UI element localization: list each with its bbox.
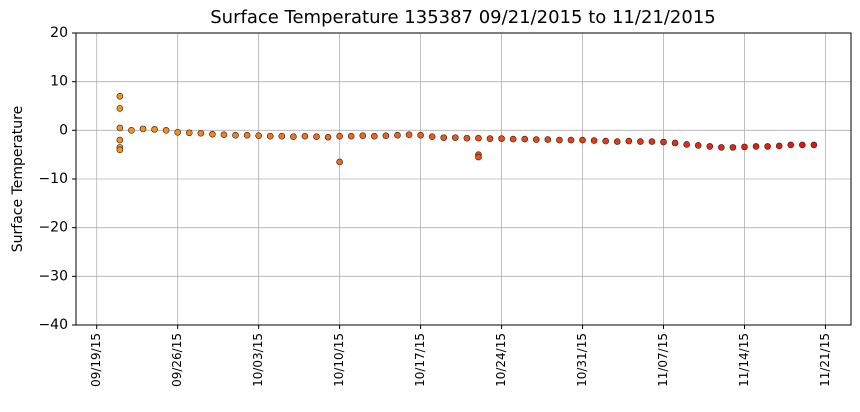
data-point	[336, 132, 343, 140]
data-point	[556, 136, 563, 144]
data-point	[116, 146, 124, 154]
data-point	[521, 135, 529, 143]
data-point	[197, 129, 205, 137]
data-point	[625, 137, 633, 145]
data-point	[162, 127, 170, 134]
data-point	[671, 139, 679, 147]
data-point	[266, 132, 274, 140]
x-tick-label: 11/07/15	[656, 333, 670, 387]
data-point	[371, 132, 378, 140]
data-point	[243, 131, 251, 139]
x-tick-label: 10/31/15	[575, 333, 589, 387]
data-point	[139, 125, 147, 133]
data-point	[706, 143, 714, 150]
x-tick-label: 09/26/15	[170, 333, 184, 387]
data-point	[579, 136, 586, 144]
data-point	[648, 138, 656, 145]
data-point	[116, 124, 124, 132]
data-point	[116, 92, 124, 100]
x-tick-label: 10/17/15	[413, 333, 427, 387]
data-point	[810, 141, 818, 149]
data-point	[324, 133, 332, 141]
data-point	[394, 131, 401, 139]
x-tick-label: 11/21/15	[818, 333, 832, 387]
data-point	[313, 133, 320, 140]
data-point	[255, 132, 262, 139]
data-point	[128, 127, 135, 134]
data-point	[185, 129, 193, 137]
data-point	[764, 143, 771, 150]
data-point	[232, 131, 239, 139]
y-tick-label: −40	[38, 317, 68, 333]
data-point	[347, 132, 355, 140]
y-tick-label: 10	[50, 74, 68, 90]
y-tick-label: −20	[38, 220, 68, 236]
data-point	[567, 136, 575, 144]
data-point	[116, 105, 124, 112]
data-point	[637, 138, 644, 145]
data-point	[613, 138, 621, 145]
data-point	[278, 132, 286, 140]
y-tick-label: −10	[38, 171, 68, 187]
plot-frame	[75, 32, 852, 326]
y-axis-label: Surface Temperature	[10, 106, 26, 252]
data-point	[498, 135, 505, 142]
data-point	[301, 132, 309, 140]
data-point	[590, 137, 598, 144]
data-point	[220, 131, 228, 139]
data-point	[475, 153, 482, 161]
x-tick-label: 10/03/15	[251, 333, 265, 387]
y-tick-label: 20	[50, 25, 68, 41]
data-point	[463, 134, 471, 142]
data-point	[116, 136, 124, 144]
data-point	[509, 135, 517, 143]
chart-title: Surface Temperature 135387 09/21/2015 to…	[210, 7, 715, 28]
data-point	[752, 143, 760, 150]
data-point	[486, 135, 494, 142]
data-point	[417, 131, 424, 139]
data-point	[151, 126, 158, 133]
data-point	[336, 158, 343, 166]
data-point	[775, 142, 783, 150]
data-point	[174, 128, 181, 136]
x-tick-label: 10/10/15	[332, 333, 346, 387]
data-point	[787, 141, 795, 149]
data-point	[544, 136, 552, 143]
data-point	[683, 141, 690, 148]
data-point	[741, 143, 748, 151]
data-point	[428, 133, 436, 140]
data-point	[532, 136, 540, 143]
data-point	[209, 130, 216, 138]
data-point	[475, 134, 482, 142]
data-point	[602, 137, 609, 145]
data-point	[359, 132, 367, 139]
data-point	[440, 134, 448, 141]
x-tick-label: 11/14/15	[737, 333, 751, 387]
data-point	[694, 142, 702, 149]
x-tick-label: 09/19/15	[89, 333, 103, 387]
data-point	[718, 144, 725, 151]
x-tick-label: 10/24/15	[494, 333, 508, 387]
y-tick-label: −30	[38, 268, 68, 284]
data-point	[382, 132, 390, 139]
data-point	[405, 131, 413, 139]
data-point	[660, 138, 667, 146]
y-tick-label: 0	[59, 122, 68, 138]
data-point	[799, 141, 806, 149]
data-point	[290, 133, 297, 140]
data-point	[452, 134, 459, 141]
data-point	[729, 144, 737, 151]
